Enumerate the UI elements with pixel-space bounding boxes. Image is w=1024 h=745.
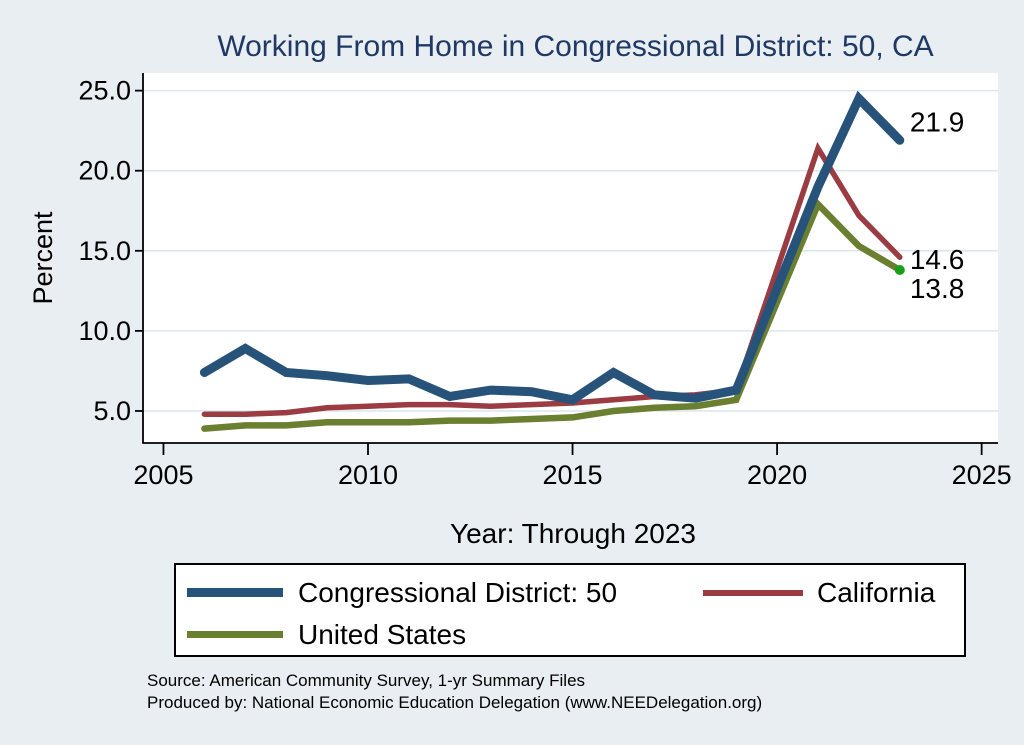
x-tick-label-2005: 2005 bbox=[133, 460, 193, 490]
plot-background bbox=[143, 73, 998, 443]
y-axis-ticks: 5.0 10.0 15.0 20.0 25.0 bbox=[78, 76, 143, 426]
source-line: Source: American Community Survey, 1-yr … bbox=[147, 671, 586, 690]
y-tick-label-10.0: 10.0 bbox=[78, 316, 131, 346]
y-axis-title: Percent bbox=[28, 211, 58, 305]
x-axis-title: Year: Through 2023 bbox=[450, 518, 696, 549]
legend-swatch-california bbox=[703, 590, 803, 596]
produced-by-line: Produced by: National Economic Education… bbox=[147, 693, 763, 712]
y-tick-label-25.0: 25.0 bbox=[78, 76, 131, 106]
x-tick-label-2015: 2015 bbox=[543, 460, 603, 490]
x-tick-label-2010: 2010 bbox=[338, 460, 398, 490]
legend-label-california: California bbox=[817, 577, 936, 608]
end-label-california: 14.6 bbox=[910, 244, 965, 275]
plot-svg: 5.0 10.0 15.0 20.0 25.0 2005 2010 2015 2020 2025… bbox=[28, 73, 1012, 490]
legend-label-congressional-district: Congressional District: 50 bbox=[298, 577, 618, 608]
chart-title: Working From Home in Congressional Distr… bbox=[217, 30, 934, 63]
x-axis-ticks: 2005 2010 2015 2020 2025 bbox=[133, 443, 1012, 490]
gridlines bbox=[143, 89, 998, 412]
legend-swatch-congressional-district bbox=[187, 588, 283, 597]
series-line-california bbox=[201, 141, 903, 417]
end-marker-united-states bbox=[894, 265, 905, 276]
end-value-labels: 21.9 14.613.8 bbox=[910, 106, 965, 304]
y-tick-label-5.0: 5.0 bbox=[93, 396, 131, 426]
legend-label-united-states: United States bbox=[298, 619, 467, 650]
series-lines bbox=[199, 90, 905, 432]
x-tick-label-2020: 2020 bbox=[747, 460, 807, 490]
legend-swatch-united-states bbox=[187, 631, 283, 638]
end-label-congressional-district-50: 21.9 bbox=[910, 106, 965, 137]
legend: Congressional District: 50 California Un… bbox=[174, 563, 966, 657]
series-line-congressional-district-50 bbox=[199, 90, 905, 405]
series-line-united-states bbox=[201, 198, 904, 432]
end-label-united-states: 13.8 bbox=[910, 273, 965, 304]
x-tick-label-2025: 2025 bbox=[952, 460, 1012, 490]
y-tick-label-15.0: 15.0 bbox=[78, 236, 131, 266]
y-tick-label-20.0: 20.0 bbox=[78, 156, 131, 186]
source-note: Source: American Community Survey, 1-yr … bbox=[147, 670, 762, 714]
